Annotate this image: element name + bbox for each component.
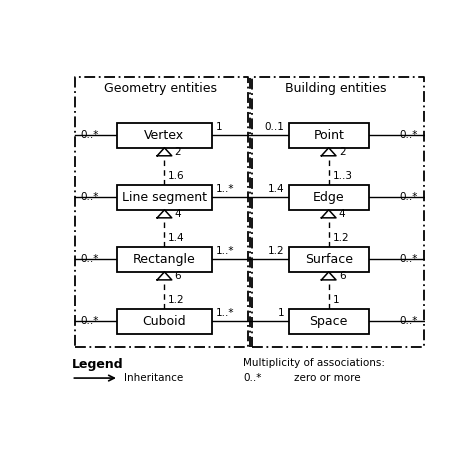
Text: 1: 1 (332, 295, 339, 305)
Text: 0..*: 0..* (400, 317, 418, 327)
Text: 1..*: 1..* (216, 184, 235, 194)
Text: 1.2: 1.2 (332, 233, 349, 243)
Text: 1.2: 1.2 (267, 246, 284, 256)
Text: Vertex: Vertex (145, 129, 184, 142)
Bar (117, 185, 212, 210)
Text: 4: 4 (339, 209, 346, 219)
Text: 1: 1 (216, 122, 223, 132)
Text: 1: 1 (278, 308, 284, 318)
Text: 1..3: 1..3 (332, 171, 352, 182)
Bar (117, 309, 212, 334)
Text: zero or more: zero or more (294, 373, 361, 383)
Text: 2: 2 (339, 147, 346, 157)
Bar (289, 247, 369, 272)
Text: Rectangle: Rectangle (133, 253, 196, 266)
Text: Surface: Surface (305, 253, 353, 266)
Text: 0..*: 0..* (400, 130, 418, 140)
Text: 1..*: 1..* (216, 308, 235, 318)
Text: 0..1: 0..1 (264, 122, 284, 132)
Text: 1.6: 1.6 (168, 171, 185, 182)
Text: 6: 6 (339, 271, 346, 281)
Text: 1.4: 1.4 (168, 233, 185, 243)
Text: 1..*: 1..* (216, 246, 235, 256)
Text: Line segment: Line segment (122, 191, 207, 204)
Text: 0..*: 0..* (81, 130, 99, 140)
Bar (289, 123, 369, 148)
Text: 0..*: 0..* (81, 192, 99, 202)
Bar (289, 185, 369, 210)
Text: 0..*: 0..* (400, 255, 418, 264)
Bar (289, 309, 369, 334)
Text: 0..*: 0..* (400, 192, 418, 202)
Text: 2: 2 (175, 147, 181, 157)
Text: 0..*: 0..* (81, 255, 99, 264)
Text: 6: 6 (175, 271, 181, 281)
Text: 1.4: 1.4 (267, 184, 284, 194)
Text: 4: 4 (175, 209, 181, 219)
Text: 1.2: 1.2 (168, 295, 185, 305)
Text: Legend: Legend (72, 358, 123, 371)
Text: Building entities: Building entities (285, 82, 387, 95)
Text: 0..*: 0..* (243, 373, 261, 383)
Bar (117, 123, 212, 148)
Text: Space: Space (310, 315, 348, 328)
Text: Inheritance: Inheritance (124, 373, 183, 383)
Text: Cuboid: Cuboid (143, 315, 186, 328)
Text: Point: Point (313, 129, 344, 142)
Text: Geometry entities: Geometry entities (104, 82, 217, 95)
Text: Multiplicity of associations:: Multiplicity of associations: (243, 358, 385, 368)
Text: 0..*: 0..* (81, 317, 99, 327)
Bar (117, 247, 212, 272)
Text: Edge: Edge (313, 191, 345, 204)
